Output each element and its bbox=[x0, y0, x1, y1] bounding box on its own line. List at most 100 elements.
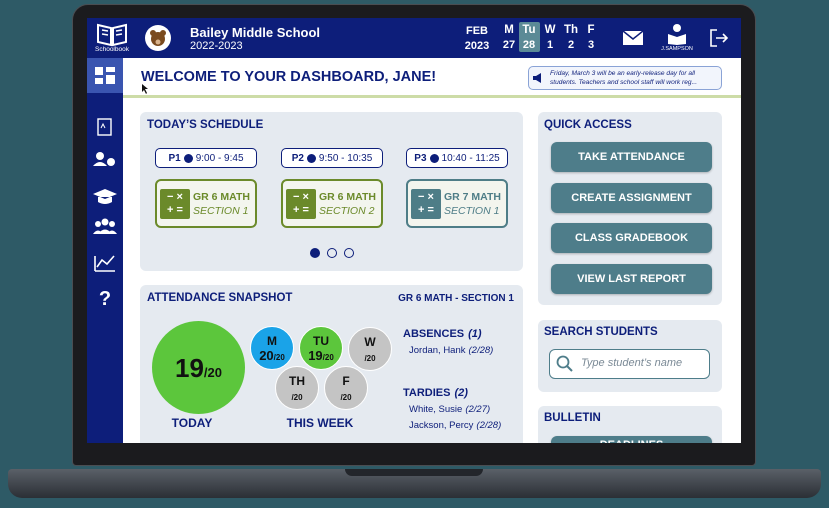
search-panel: SEARCH STUDENTS Type student’s name bbox=[538, 320, 722, 392]
period-time: 9:50 - 10:35 bbox=[318, 152, 373, 164]
week-count-row: /20 bbox=[364, 350, 375, 363]
attendance-class: GR 6 MATH - SECTION 1 bbox=[398, 293, 514, 304]
day-selected bbox=[519, 22, 540, 52]
day-date[interactable]: 1 bbox=[546, 39, 554, 51]
day-name[interactable]: Th bbox=[563, 24, 579, 36]
page-dot[interactable] bbox=[310, 248, 320, 258]
sidebar bbox=[87, 58, 123, 443]
day-name[interactable]: M bbox=[504, 24, 514, 36]
bulletin-title: BULLETIN bbox=[544, 412, 601, 424]
absences-heading: ABSENCES (1) bbox=[403, 328, 482, 340]
header-divider bbox=[123, 95, 741, 98]
tardies-heading: TARDIES (2) bbox=[403, 387, 468, 399]
week-total: /20 bbox=[273, 352, 285, 362]
period-pill: P2 9:50 - 10:35 bbox=[281, 148, 383, 168]
student-date: (2/27) bbox=[465, 404, 491, 415]
day-name[interactable]: Tu bbox=[522, 24, 536, 36]
week-total: /20 bbox=[364, 353, 376, 363]
mail-icon[interactable] bbox=[622, 30, 644, 46]
student-entry: Jordan, Hank (2/28) bbox=[409, 345, 493, 356]
student-entry: Jackson, Percy (2/28) bbox=[409, 420, 501, 431]
school-badge bbox=[145, 25, 171, 51]
absences-count: (1) bbox=[468, 328, 482, 340]
search-placeholder: Type student’s name bbox=[581, 357, 683, 369]
day-date[interactable]: 3 bbox=[587, 39, 595, 51]
month-year: 2023 bbox=[464, 40, 490, 52]
class-card[interactable]: − × + = GR 7 MATH SECTION 1 bbox=[406, 179, 508, 228]
day-name[interactable]: F bbox=[587, 24, 595, 36]
day-date[interactable]: 2 bbox=[567, 39, 575, 51]
welcome-title: WELCOME TO YOUR DASHBOARD, JANE! bbox=[141, 69, 437, 85]
svg-text:?: ? bbox=[99, 288, 111, 310]
search-title: SEARCH STUDENTS bbox=[544, 326, 658, 338]
section: SECTION 1 bbox=[193, 205, 249, 217]
attendance-title: ATTENDANCE SNAPSHOT bbox=[147, 292, 293, 304]
cursor bbox=[142, 84, 148, 94]
period-time: 10:40 - 11:25 bbox=[441, 152, 500, 164]
week-day: W bbox=[364, 334, 376, 349]
week-day-circle: TU 19/20 bbox=[299, 326, 343, 370]
bulletin-panel: BULLETIN DEADLINES bbox=[538, 406, 722, 443]
sidebar-item-active[interactable] bbox=[87, 58, 123, 93]
quick-access-title: QUICK ACCESS bbox=[544, 119, 632, 131]
logout-icon[interactable] bbox=[709, 28, 729, 48]
week-count-row: /20 bbox=[340, 389, 351, 402]
day-date[interactable]: 28 bbox=[522, 39, 536, 51]
week-day: TH bbox=[289, 373, 305, 388]
period-time: 9:00 - 9:45 bbox=[195, 152, 244, 164]
week-total: /20 bbox=[322, 352, 334, 362]
week-day: TU bbox=[313, 333, 329, 348]
screen: Schoolbook Bailey Middle School 2022-202… bbox=[87, 18, 741, 443]
student-name: Jackson, Percy bbox=[409, 420, 474, 431]
student-date: (2/28) bbox=[468, 345, 494, 356]
quick-access-button[interactable]: CLASS GRADEBOOK bbox=[551, 223, 712, 254]
week-day-circle: TH/20 bbox=[275, 366, 319, 410]
course: GR 6 MATH bbox=[319, 191, 376, 203]
quick-access-button[interactable]: TAKE ATTENDANCE bbox=[551, 142, 712, 172]
section: SECTION 2 bbox=[319, 205, 375, 217]
quick-access-button[interactable]: CREATE ASSIGNMENT bbox=[551, 182, 712, 213]
week-count: 19 bbox=[308, 347, 323, 363]
day-date[interactable]: 27 bbox=[502, 39, 516, 51]
period-label: P3 bbox=[414, 152, 427, 164]
notice[interactable]: Friday, March 3 will be an early-release… bbox=[528, 66, 722, 90]
week-total: /20 bbox=[291, 392, 303, 402]
search-input[interactable]: Type student’s name bbox=[549, 349, 710, 379]
week-count-row: 20/20 bbox=[259, 349, 285, 362]
sidebar-icons[interactable]: ? bbox=[87, 58, 123, 318]
bulletin-button[interactable]: DEADLINES bbox=[551, 436, 712, 443]
student-name: Jordan, Hank bbox=[409, 345, 466, 356]
schedule-title: TODAY’S SCHEDULE bbox=[147, 119, 264, 131]
page-dot[interactable] bbox=[327, 248, 337, 258]
week-day: M bbox=[267, 333, 277, 348]
week-count-row: 19/20 bbox=[308, 349, 334, 362]
section: SECTION 1 bbox=[444, 205, 500, 217]
math-icon: − × + = bbox=[160, 189, 190, 219]
week-day-circle: M 20/20 bbox=[250, 326, 294, 370]
today-count: 19 bbox=[175, 352, 204, 383]
user-icon[interactable] bbox=[666, 23, 688, 45]
student-name: White, Susie bbox=[409, 404, 463, 415]
page-dot[interactable] bbox=[344, 248, 354, 258]
week-day-circle: F/20 bbox=[324, 366, 368, 410]
clock-icon bbox=[429, 153, 439, 163]
today-circle: 19/20 bbox=[152, 321, 245, 414]
class-card[interactable]: − × + = GR 6 MATH SECTION 1 bbox=[155, 179, 257, 228]
quick-access-button[interactable]: VIEW LAST REPORT bbox=[551, 264, 712, 295]
laptop-notch bbox=[345, 469, 483, 476]
school-year: 2022-2023 bbox=[190, 40, 243, 52]
week-day-circle: W/20 bbox=[348, 327, 392, 371]
math-icon: − × + = bbox=[411, 189, 441, 219]
course: GR 6 MATH bbox=[193, 191, 250, 203]
absences-label: ABSENCES bbox=[403, 328, 465, 340]
student-date: (2/28) bbox=[476, 420, 502, 431]
school-name: Bailey Middle School bbox=[190, 25, 321, 40]
day-name[interactable]: W bbox=[544, 24, 556, 36]
month: FEB bbox=[466, 25, 488, 37]
period-label: P1 bbox=[168, 152, 181, 164]
class-card[interactable]: − × + = GR 6 MATH SECTION 2 bbox=[281, 179, 383, 228]
course: GR 7 MATH bbox=[444, 191, 501, 203]
math-icon: − × + = bbox=[286, 189, 316, 219]
tardies-count: (2) bbox=[454, 387, 468, 399]
